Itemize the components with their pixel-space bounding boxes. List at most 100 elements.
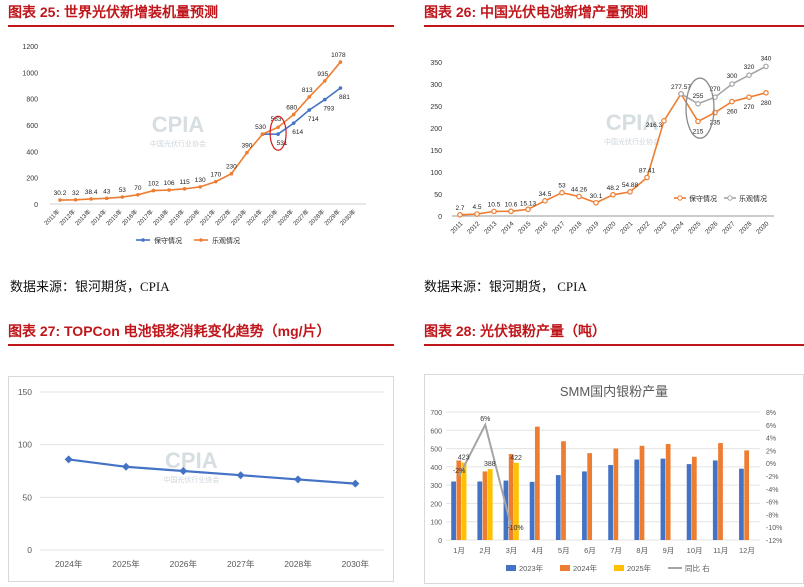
data-label: 10.5 <box>488 201 501 208</box>
x-tick-label: 2022年 <box>213 208 232 227</box>
bar <box>587 453 593 540</box>
legend-label: 保守情况 <box>154 236 182 245</box>
data-point <box>610 191 616 198</box>
figure-28-chart: SMM国内银粉产量 0 100 200 300 400 500 600 700 8% 6% 4% 2% 0… <box>424 374 804 584</box>
y2-tick-label: -12% <box>766 538 782 545</box>
y-tick-label: 600 <box>430 428 442 435</box>
y-tick-label: 0 <box>438 214 442 221</box>
x-tick-label: 2025 <box>687 220 702 235</box>
x-tick-label: 3月 <box>506 546 518 555</box>
bar <box>534 426 540 540</box>
y2-tick-label: 6% <box>766 423 776 430</box>
data-point <box>73 197 78 202</box>
legend-swatch <box>506 565 516 571</box>
x-tick-label: 2018年 <box>151 208 170 227</box>
data-point <box>491 208 497 215</box>
x-tick-label: 2028年 <box>307 208 326 227</box>
data-point <box>236 471 245 480</box>
data-label: 4.5 <box>472 204 481 211</box>
data-label: 422 <box>510 455 522 462</box>
data-label: 54.88 <box>622 182 639 189</box>
data-point <box>260 132 265 137</box>
figure-26-rule <box>424 25 804 27</box>
y-tick-label: 600 <box>26 123 38 130</box>
legend-label: 同比 右 <box>685 563 710 573</box>
bar <box>660 458 666 540</box>
data-label: 215 <box>693 128 704 135</box>
yoy-line <box>458 421 513 528</box>
figure-27-rule <box>8 344 394 346</box>
data-label: 87.41 <box>639 168 656 175</box>
data-point <box>229 171 234 176</box>
y-tick-label: 300 <box>430 483 442 490</box>
data-point <box>661 118 667 124</box>
x-tick-label: 2022 <box>636 220 651 235</box>
highlight-ellipse <box>269 115 287 151</box>
data-label: 216.3 <box>646 122 663 129</box>
legend-swatch <box>614 565 624 571</box>
bar <box>744 450 750 540</box>
data-point <box>291 112 296 117</box>
y-tick-label: 350 <box>430 60 442 67</box>
y-tick-label: 700 <box>430 410 442 417</box>
y-tick-label: 1200 <box>22 44 38 51</box>
data-point <box>559 189 565 196</box>
bar <box>508 454 514 540</box>
data-label: 423 <box>458 455 470 462</box>
y-tick-label: 250 <box>430 104 442 111</box>
y2-tick-label: -6% <box>766 500 778 507</box>
x-tick-label: 2015年 <box>104 208 123 227</box>
data-label: 130 <box>195 177 206 184</box>
x-tick-label: 2017 <box>551 220 566 235</box>
y2-tick-label: 4% <box>766 436 776 443</box>
data-label: 280 <box>761 100 772 107</box>
y-tick-label: 150 <box>18 387 32 397</box>
bar <box>639 445 645 540</box>
x-tick-label: 2016 <box>534 220 549 235</box>
data-point <box>213 179 218 184</box>
data-point <box>627 189 633 195</box>
data-label: 43 <box>103 188 111 195</box>
data-point <box>593 199 599 206</box>
chart-frame <box>8 376 394 582</box>
data-point <box>338 86 343 90</box>
data-point <box>245 150 249 155</box>
x-tick-label: 4月 <box>532 546 544 555</box>
x-tick-label: 2025年 <box>260 208 279 227</box>
data-point <box>525 206 531 213</box>
x-tick-label: 11月 <box>713 546 728 555</box>
data-label: 530 <box>255 124 266 131</box>
y-tick-label: 100 <box>430 170 442 177</box>
x-tick-label: 2030年 <box>338 208 357 227</box>
data-label: 106 <box>164 180 175 187</box>
data-label: 714 <box>308 116 319 123</box>
x-tick-label: 9月 <box>663 546 675 555</box>
bar <box>712 460 718 540</box>
data-point <box>746 94 752 101</box>
legend-label: 2023年 <box>519 563 544 573</box>
x-tick-label: 2025年 <box>112 559 140 569</box>
data-label: 53 <box>119 187 127 194</box>
data-point <box>508 208 514 215</box>
y-tick-label: 200 <box>430 501 442 508</box>
data-point <box>323 79 327 83</box>
x-tick-label: 2013年 <box>73 208 92 227</box>
data-label: 102 <box>148 181 159 188</box>
bar <box>613 448 619 540</box>
x-tick-label: 2028 <box>738 220 753 235</box>
legend-marker <box>199 238 203 242</box>
x-tick-label: 2026年 <box>170 559 198 569</box>
x-tick-label: 2027年 <box>291 208 310 227</box>
x-tick-label: 2021 <box>619 220 634 235</box>
bar <box>718 443 723 540</box>
y-tick-label: 800 <box>26 97 38 104</box>
x-tick-label: 2014 <box>500 220 515 235</box>
bar <box>482 471 488 540</box>
x-tick-label: 2月 <box>479 546 491 555</box>
x-tick-label: 2023年 <box>229 208 248 227</box>
chart-title: SMM国内银粉产量 <box>560 384 668 399</box>
data-label: 320 <box>744 64 755 71</box>
series-line <box>68 458 356 485</box>
data-label: 235 <box>710 120 721 127</box>
data-label: 260 <box>727 109 738 116</box>
